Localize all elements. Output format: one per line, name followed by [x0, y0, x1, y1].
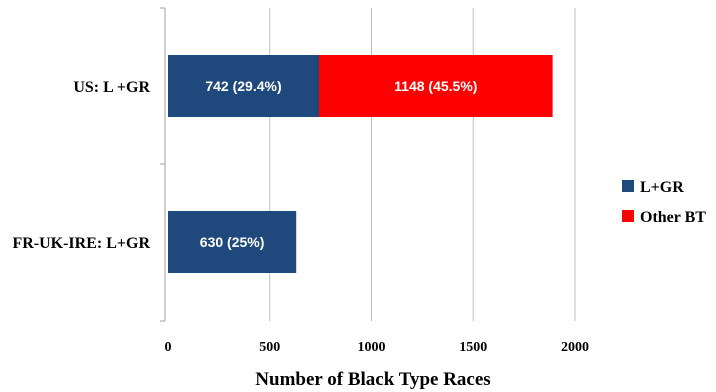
- legend-label: L+GR: [640, 179, 684, 196]
- category-labels: US: L +GR FR-UK-IRE: L+GR: [12, 79, 150, 252]
- category-label: FR-UK-IRE: L+GR: [12, 235, 150, 252]
- legend: L+GR Other BT: [622, 179, 706, 226]
- data-label: 742 (29.4%): [205, 78, 281, 94]
- legend-swatch: [622, 210, 634, 222]
- x-tick-label: 500: [259, 340, 280, 355]
- data-labels: 742 (29.4%) 1148 (45.5%) 630 (25%): [200, 78, 478, 250]
- x-tick-label: 1500: [459, 340, 487, 355]
- x-axis-title: Number of Black Type Races: [255, 369, 490, 390]
- legend-swatch: [622, 180, 634, 192]
- gridlines: [269, 8, 576, 321]
- data-label: 1148 (45.5%): [394, 78, 477, 94]
- data-label: 630 (25%): [200, 234, 265, 250]
- bars: [168, 55, 553, 273]
- bar-fr-uk-ire-l-gr: [168, 211, 297, 273]
- bar-us-l-gr: [168, 55, 319, 117]
- bar-us-other-bt: [318, 55, 553, 117]
- x-tick-labels: 0 500 1000 1500 2000: [165, 340, 590, 355]
- category-label: US: L +GR: [73, 79, 150, 96]
- category-ticks: [160, 7, 165, 322]
- x-tick-label: 1000: [358, 340, 386, 355]
- x-tick-label: 2000: [561, 340, 589, 355]
- legend-label: Other BT: [640, 209, 706, 226]
- x-tick-label: 0: [165, 340, 172, 355]
